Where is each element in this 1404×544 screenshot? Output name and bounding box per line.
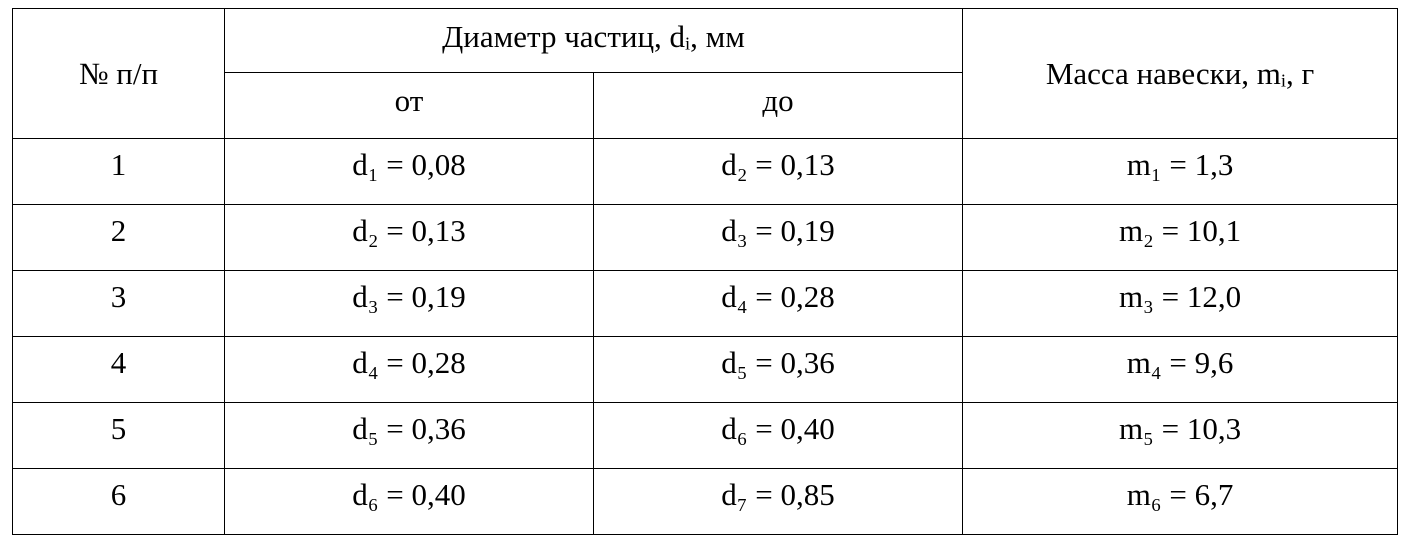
table-cell: m₂ = 10,1: [962, 204, 1399, 271]
table-cell: 3: [12, 270, 225, 337]
header-cell: до: [592, 72, 964, 139]
table-cell: d₅ = 0,36: [592, 336, 964, 403]
table-cell: 4: [12, 336, 225, 403]
table-cell: d₅ = 0,36: [224, 402, 594, 469]
table-row: 1 d₁ = 0,08 d₂ = 0,13 m₁ = 1,3: [12, 138, 1399, 205]
data-table: № п/п Диаметр частиц, dᵢ, мм Масса навес…: [12, 8, 1399, 535]
table-cell: d₁ = 0,08: [224, 138, 594, 205]
table-row: 4 d₄ = 0,28 d₅ = 0,36 m₄ = 9,6: [12, 336, 1399, 403]
table-cell: d₃ = 0,19: [224, 270, 594, 337]
table-cell: d₂ = 0,13: [224, 204, 594, 271]
table-cell: 2: [12, 204, 225, 271]
header-cell: № п/п: [12, 8, 225, 139]
table-cell: 6: [12, 468, 225, 535]
table-body: 1 d₁ = 0,08 d₂ = 0,13 m₁ = 1,3 2 d₂ = 0,13 d₃ …: [12, 138, 1399, 535]
table-cell: 5: [12, 402, 225, 469]
table-cell: m₁ = 1,3: [962, 138, 1399, 205]
table-cell: m₅ = 10,3: [962, 402, 1399, 469]
table-row: 3 d₃ = 0,19 d₄ = 0,28 m₃ = 12,0: [12, 270, 1399, 337]
table-cell: 1: [12, 138, 225, 205]
table-cell: m₆ = 6,7: [962, 468, 1399, 535]
table-cell: d₆ = 0,40: [224, 468, 594, 535]
table-cell: m₃ = 12,0: [962, 270, 1399, 337]
table-cell: d₃ = 0,19: [592, 204, 964, 271]
table-cell: m₄ = 9,6: [962, 336, 1399, 403]
table-cell: d₂ = 0,13: [592, 138, 964, 205]
table-row: 6 d₆ = 0,40 d₇ = 0,85 m₆ = 6,7: [12, 468, 1399, 535]
table-cell: d₆ = 0,40: [592, 402, 964, 469]
header-row: от до: [13, 72, 1398, 139]
table-cell: d₇ = 0,85: [592, 468, 964, 535]
table-cell: d₄ = 0,28: [224, 336, 594, 403]
header-cell: Диаметр частиц, dᵢ, мм: [223, 8, 964, 73]
table-cell: d₄ = 0,28: [592, 270, 964, 337]
header-cell: от: [224, 72, 594, 139]
table-row: 2 d₂ = 0,13 d₃ = 0,19 m₂ = 10,1: [12, 204, 1399, 271]
header-cell: Масса навески, mᵢ, г: [962, 8, 1399, 139]
header-row: № п/п Диаметр частиц, dᵢ, мм Масса навес…: [12, 8, 1399, 139]
table-row: 5 d₅ = 0,36 d₆ = 0,40 m₅ = 10,3: [12, 402, 1399, 469]
